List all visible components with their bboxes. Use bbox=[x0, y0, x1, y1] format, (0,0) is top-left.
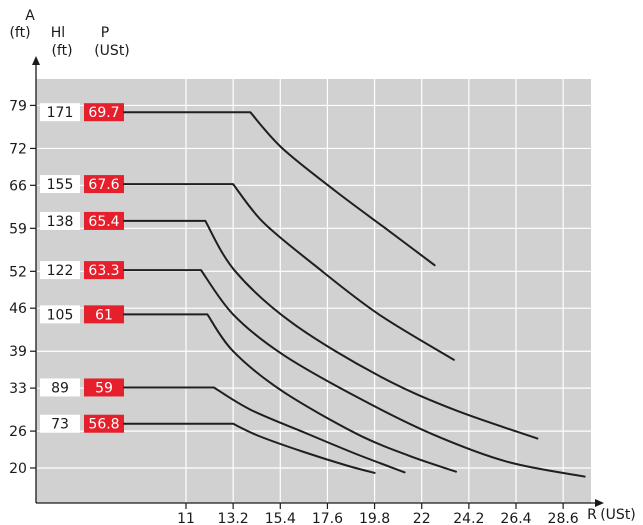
p-value: 65.4 bbox=[88, 214, 119, 230]
x-axis-label: R bbox=[587, 507, 597, 523]
series-line-105 bbox=[123, 313, 457, 473]
p-badge bbox=[84, 175, 124, 194]
p-value: 59 bbox=[95, 380, 113, 396]
hl-badge bbox=[40, 211, 80, 230]
p-header-label: P bbox=[101, 25, 109, 41]
series-line-89 bbox=[123, 386, 406, 474]
hl-badge bbox=[40, 414, 80, 433]
y-tick-label: 26 bbox=[9, 424, 27, 440]
series-line-73 bbox=[123, 422, 376, 474]
hl-value: 105 bbox=[47, 307, 74, 323]
x-tick-label: 19.8 bbox=[359, 511, 390, 525]
series-curves bbox=[123, 111, 586, 478]
plot-area bbox=[36, 79, 591, 503]
y-tick-label: 33 bbox=[9, 381, 27, 397]
hl-header-unit: (ft) bbox=[51, 43, 72, 59]
hl-badge bbox=[40, 175, 80, 194]
hl-header-label: Hl bbox=[51, 25, 65, 41]
series-line-171 bbox=[123, 111, 436, 267]
grid bbox=[36, 79, 591, 503]
p-badge bbox=[84, 414, 124, 433]
y-axis-arrow-icon bbox=[32, 56, 40, 65]
x-tick-label: 24.2 bbox=[453, 511, 484, 525]
p-value: 69.7 bbox=[88, 105, 119, 121]
hl-value: 122 bbox=[47, 263, 74, 279]
p-header-unit: (USt) bbox=[94, 43, 130, 59]
p-badge bbox=[84, 305, 124, 324]
y-tick-label: 79 bbox=[9, 98, 27, 114]
x-tick-label: 22 bbox=[413, 511, 431, 525]
hl-badge bbox=[40, 103, 80, 122]
hl-value: 89 bbox=[51, 380, 69, 396]
x-axis-unit: (USt) bbox=[600, 507, 636, 523]
x-tick-label: 11 bbox=[177, 511, 195, 525]
hl-badge bbox=[40, 305, 80, 324]
x-tick-label: 26.4 bbox=[500, 511, 531, 525]
x-axis-ticks: 11 13.2 15.4 17.6 19.8 22 24.2 26.4 28.6 bbox=[177, 503, 579, 525]
y-axis-ticks: 79 72 66 59 52 46 39 33 26 20 bbox=[9, 98, 36, 477]
y-tick-label: 66 bbox=[9, 178, 27, 194]
series-line-122 bbox=[123, 269, 586, 478]
y-tick-label: 39 bbox=[9, 344, 27, 360]
series-line-138 bbox=[123, 219, 539, 440]
p-badge bbox=[84, 378, 124, 397]
p-value: 61 bbox=[95, 307, 113, 323]
x-tick-label: 15.4 bbox=[265, 511, 296, 525]
p-value: 67.6 bbox=[88, 177, 119, 193]
p-badge bbox=[84, 261, 124, 280]
x-tick-label: 17.6 bbox=[312, 511, 343, 525]
hl-badge bbox=[40, 378, 80, 397]
y-tick-label: 72 bbox=[9, 141, 27, 157]
series-line-155 bbox=[123, 183, 455, 361]
y-tick-label: 20 bbox=[9, 461, 27, 477]
y-tick-label: 59 bbox=[9, 221, 27, 237]
p-value: 56.8 bbox=[88, 417, 119, 433]
y-axis-unit: (ft) bbox=[9, 25, 30, 41]
hl-value: 171 bbox=[47, 105, 74, 121]
x-tick-label: 13.2 bbox=[218, 511, 249, 525]
series-badges: 171 69.7 155 67.6 138 65.4 122 63.3 105 61 89 59 73 5… bbox=[40, 103, 124, 433]
x-tick-label: 28.6 bbox=[548, 511, 579, 525]
hl-badge bbox=[40, 261, 80, 280]
y-tick-label: 52 bbox=[9, 264, 27, 280]
x-axis-arrow-icon bbox=[595, 499, 604, 507]
p-value: 63.3 bbox=[88, 263, 119, 279]
hl-value: 155 bbox=[47, 177, 74, 193]
hl-value: 73 bbox=[51, 417, 69, 433]
y-axis-label: A bbox=[25, 8, 35, 24]
p-badge bbox=[84, 211, 124, 230]
y-tick-label: 46 bbox=[9, 301, 27, 317]
p-badge bbox=[84, 103, 124, 122]
hl-value: 138 bbox=[47, 214, 74, 230]
